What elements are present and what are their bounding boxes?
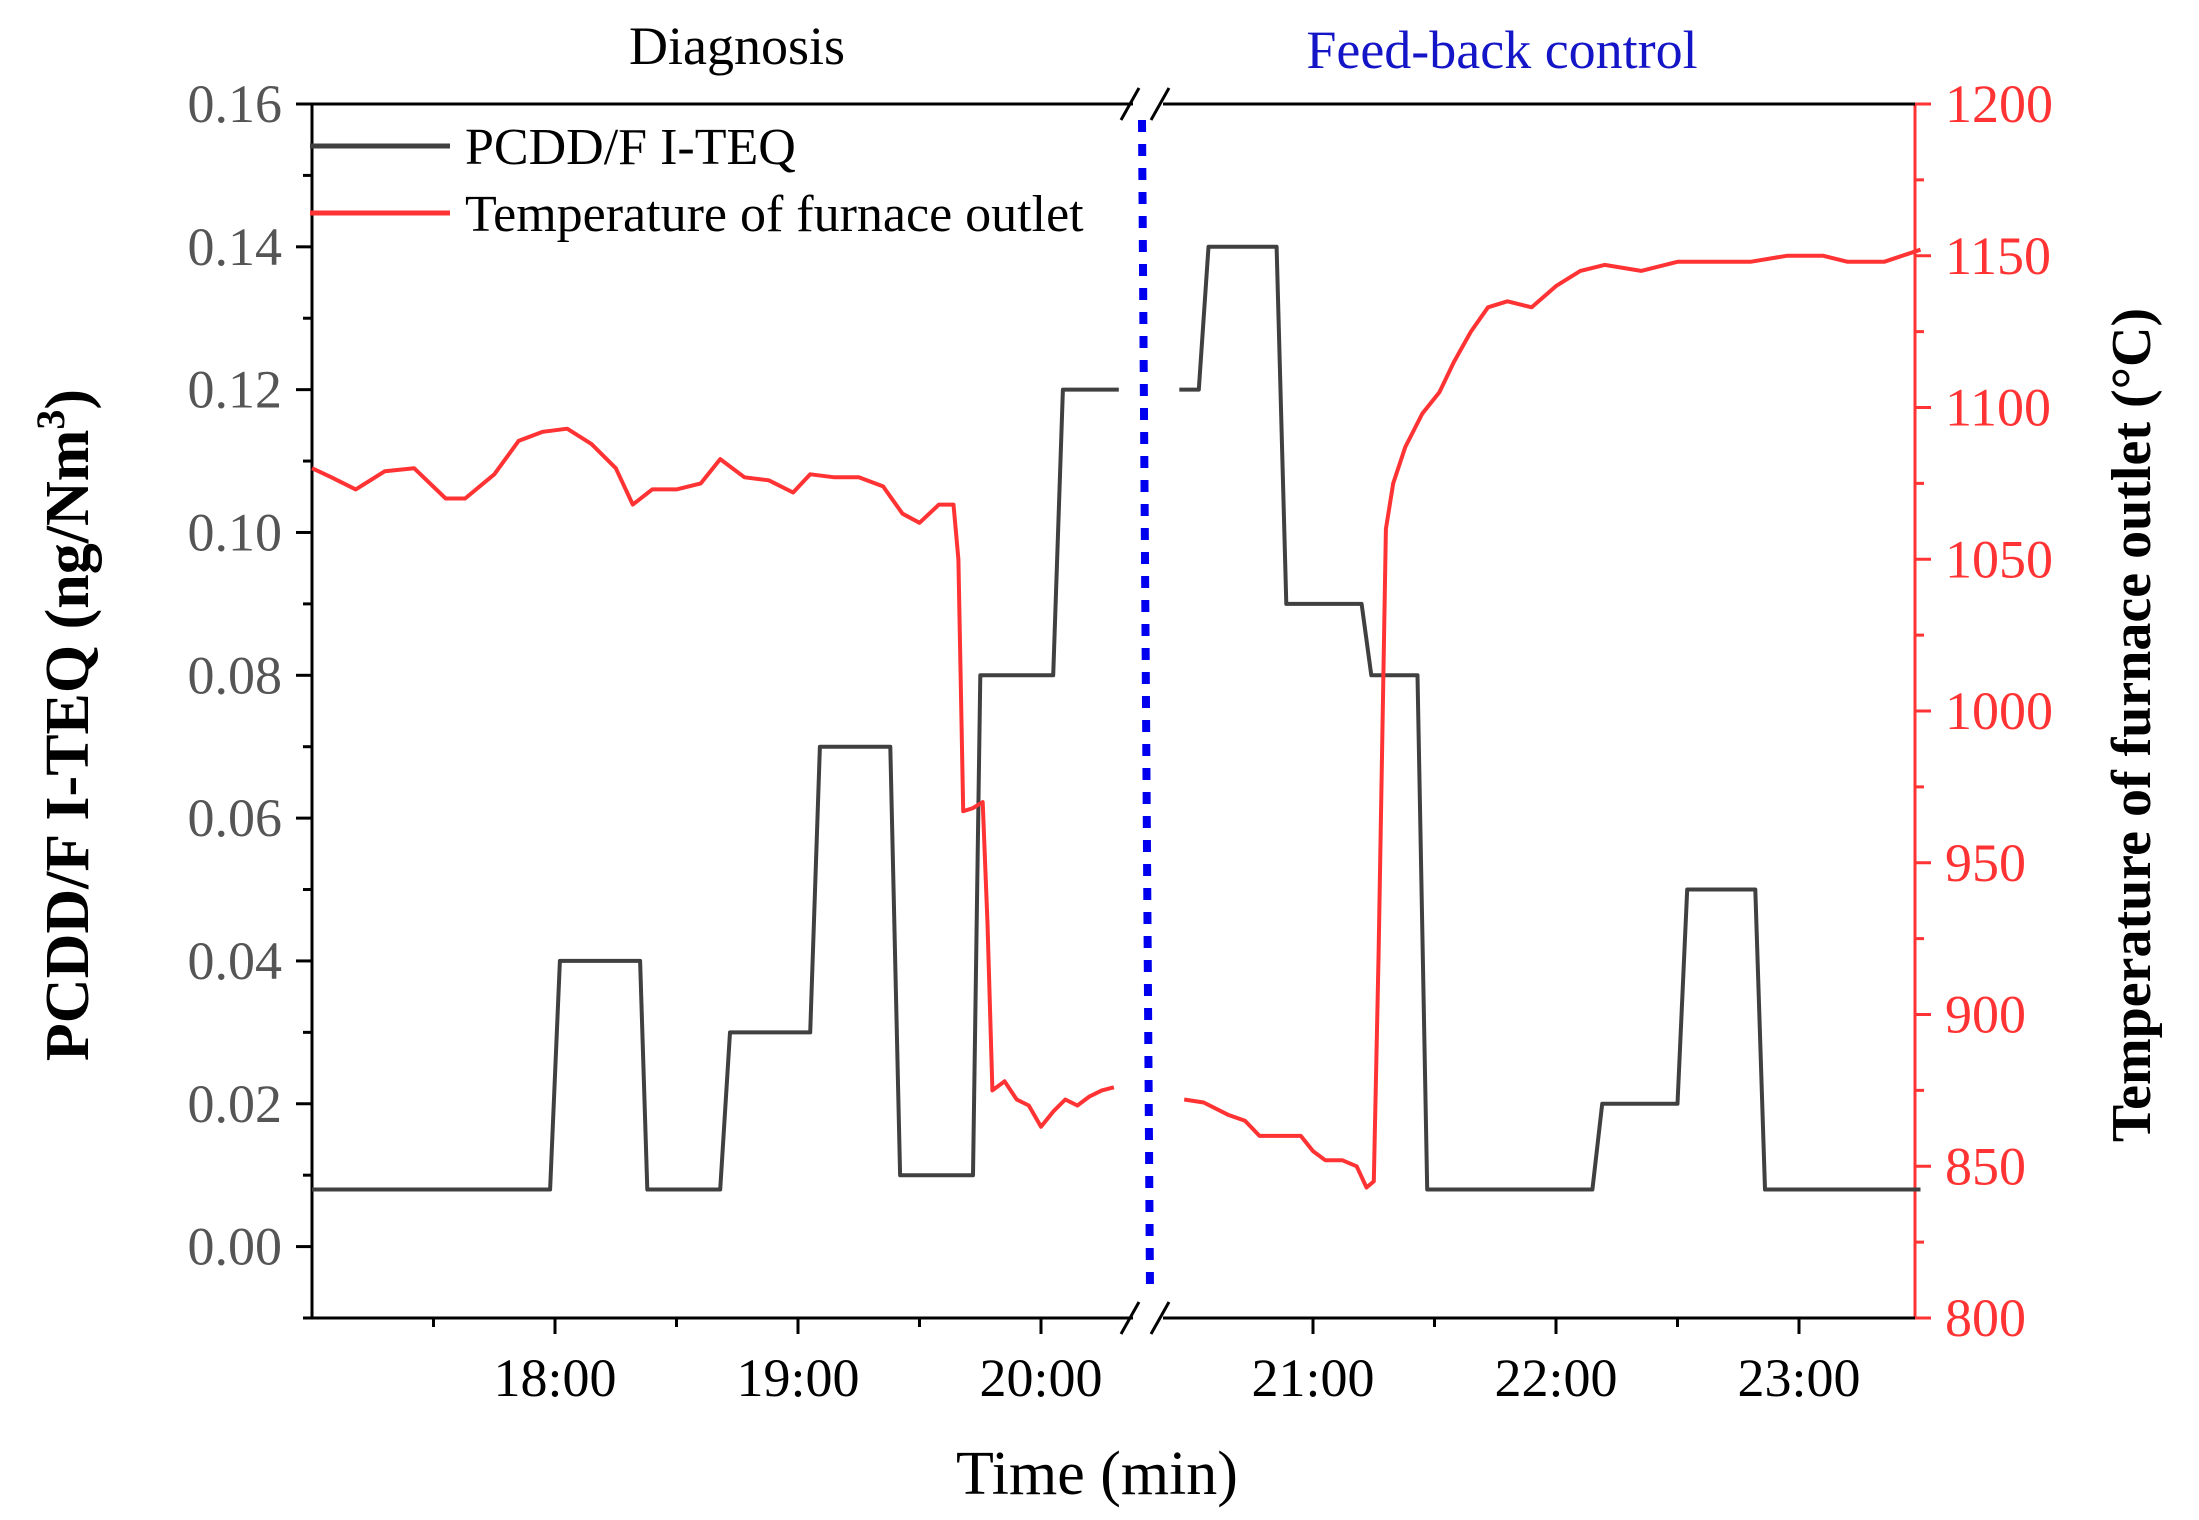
y-left-tick-label: 0.02 [188, 1074, 283, 1134]
legend: PCDD/F I-TEQ Temperature of furnace outl… [310, 119, 1084, 243]
y-left-tick-label: 0.08 [188, 645, 283, 705]
axis-break-mark [1149, 87, 1171, 121]
x-tick-label: 21:00 [1251, 1348, 1374, 1408]
series-pcdd-line-a [312, 387, 1119, 1192]
axis-break-mark [1119, 1301, 1141, 1335]
y-left-tick-label: 0.00 [188, 1217, 283, 1277]
x-tick-label: 22:00 [1494, 1348, 1617, 1408]
y-right-tick-label: 1150 [1945, 226, 2051, 286]
series-layer [311, 119, 1922, 1291]
series-temperature-line-a [311, 426, 1115, 1129]
y-right-tick-label: 850 [1945, 1136, 2026, 1196]
x-axis-title: Time (min) [956, 1440, 1238, 1508]
y-axis-title-right: Temperature of furnace outlet (°C) [2101, 308, 2163, 1142]
y-right-tick-label: 900 [1945, 985, 2026, 1045]
y-left-tick-label: 0.04 [188, 931, 283, 991]
feedback-control-divider [1138, 119, 1154, 1291]
x-tick-label: 20:00 [979, 1348, 1102, 1408]
y-left-tick-label: 0.12 [188, 360, 283, 420]
x-tick-label: 19:00 [736, 1348, 859, 1408]
y-axis-title-left: PCDD/F I-TEQ (ng/Nm3) [28, 389, 102, 1061]
y-axis-title-left-main: PCDD/F I-TEQ (ng/Nm [34, 430, 102, 1061]
y-right-tick-label: 1000 [1945, 681, 2053, 741]
y-left-tick-label: 0.16 [188, 74, 283, 134]
y-right-tick-label: 1200 [1945, 74, 2053, 134]
x-tick-label: 23:00 [1737, 1348, 1860, 1408]
annotation-feedback-control: Feed-back control [1306, 20, 1697, 80]
axis-ticks: 0.00 0.02 0.04 0.06 0.08 0.10 0.12 0.14 0.16 800 8… [188, 74, 2054, 1408]
y-right-tick-label: 800 [1945, 1288, 2026, 1348]
series-temperature-line-b [1183, 247, 1922, 1190]
y-right-tick-label: 1050 [1945, 529, 2053, 589]
y-left-tick-label: 0.14 [188, 217, 283, 277]
legend-label-pcdd: PCDD/F I-TEQ [465, 119, 796, 176]
x-tick-label: 18:00 [493, 1348, 616, 1408]
legend-label-temperature: Temperature of furnace outlet [465, 186, 1084, 243]
y-left-tick-label: 0.06 [188, 788, 283, 848]
y-axis-title-left-sup: 3 [28, 410, 73, 430]
axis-break-mark [1119, 87, 1141, 121]
series-pcdd-line-b [1179, 244, 1921, 1192]
y-right-tick-label: 1100 [1945, 378, 2051, 438]
y-axis-title-left-end: ) [34, 389, 102, 410]
y-left-tick-label: 0.10 [188, 502, 283, 562]
axis-break-mark [1149, 1301, 1171, 1335]
annotation-diagnosis: Diagnosis [629, 16, 845, 76]
y-right-tick-label: 950 [1945, 833, 2026, 893]
plot-frame [310, 87, 1917, 1335]
